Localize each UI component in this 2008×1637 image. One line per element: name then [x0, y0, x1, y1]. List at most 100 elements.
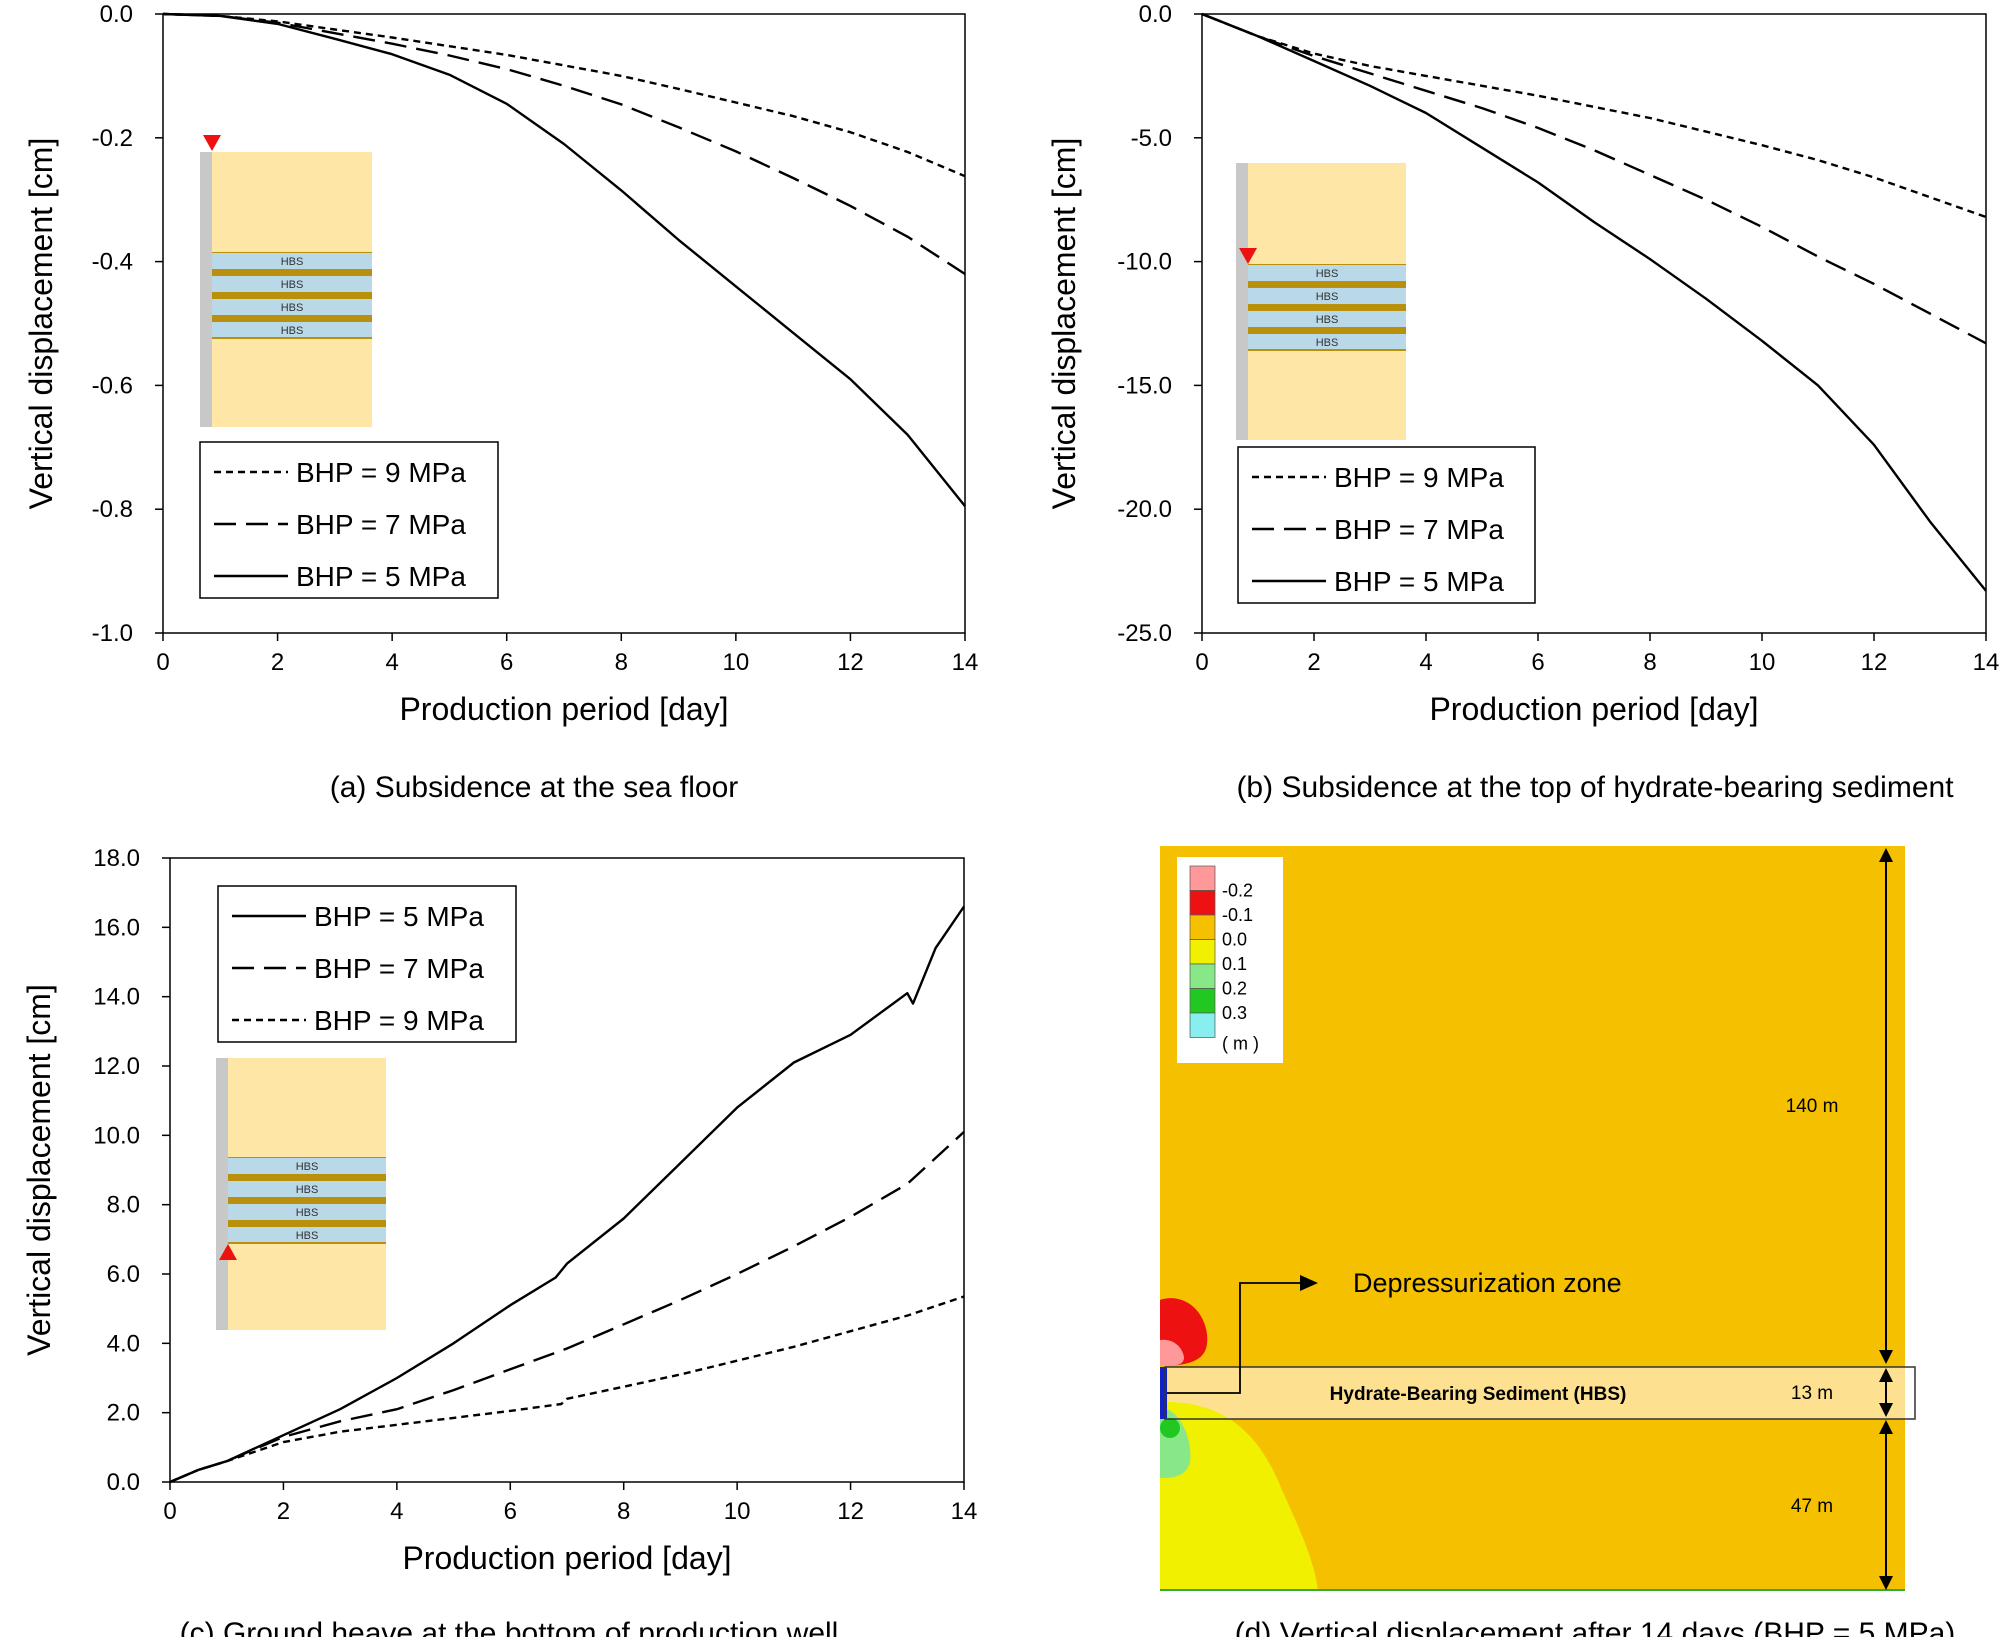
- colorbar-label: 0.3: [1222, 1003, 1247, 1023]
- x-tick-label: 14: [952, 649, 979, 676]
- y-tick-label: 12.0: [93, 1053, 140, 1080]
- inset-hbs-layer: [212, 322, 372, 338]
- inset-hbs-layer: [228, 1227, 386, 1243]
- inset-hbs-layer: [228, 1181, 386, 1197]
- contour-heave-yellow: [1160, 1401, 1318, 1590]
- dim-arrow-bottom-head: [1879, 1420, 1893, 1434]
- contour-background: [1160, 846, 1905, 1590]
- series-line-solid: [162, 12, 966, 507]
- legend-entry: BHP = 7 MPa: [1334, 514, 1504, 545]
- colorbar-swatch: [1189, 865, 1216, 891]
- y-tick-label: 14.0: [93, 984, 140, 1011]
- dim-label-top: 140 m: [1786, 1096, 1839, 1117]
- plot-frame: [162, 13, 966, 634]
- dim-arrow-top-head: [1879, 848, 1893, 862]
- legend-entry: BHP = 5 MPa: [296, 561, 466, 592]
- inset-hbs-layer: [212, 276, 372, 292]
- inset-hbs-band: [1248, 304, 1406, 311]
- x-axis-label: Production period [day]: [1429, 691, 1758, 727]
- inset-well: [200, 152, 212, 427]
- inset-hbs-label: HBS: [296, 1230, 319, 1242]
- chart-a: 0 2 4 6 8 10 12 14 0.0 -0.2 -0.4 -0.6 -0.8 -1.0 Produc…: [23, 1, 978, 804]
- y-tick-label: 0.0: [1139, 1, 1172, 28]
- legend-entry: BHP = 9 MPa: [296, 457, 466, 488]
- series-line-solid: [169, 905, 965, 1484]
- inset-hbs-label: HBS: [1316, 314, 1339, 326]
- y-tick-label: -0.4: [92, 249, 133, 276]
- x-tick-label: 0: [163, 1498, 176, 1525]
- zone-label: Depressurization zone: [1353, 1268, 1622, 1298]
- y-tick-label: -20.0: [1117, 496, 1172, 523]
- x-tick-label: 0: [156, 649, 169, 676]
- x-tick-label: 4: [1419, 649, 1432, 676]
- y-tick-label: -1.0: [92, 620, 133, 647]
- legend-box: [199, 441, 499, 599]
- colorbar-swatch: [1189, 963, 1216, 989]
- x-tick-label: 12: [1861, 649, 1888, 676]
- colorbar-label: 0.0: [1222, 930, 1247, 950]
- dim-arrow-hbs-head: [1879, 1403, 1893, 1417]
- legend-entry: BHP = 5 MPa: [1334, 566, 1504, 597]
- x-tick-label: 8: [615, 649, 628, 676]
- inset-hbs-band: [1248, 327, 1406, 334]
- chart-caption: (c) Ground heave at the bottom of produc…: [180, 1617, 839, 1637]
- y-tick-label: 10.0: [93, 1122, 140, 1149]
- x-tick-label: 10: [723, 649, 750, 676]
- inset-hbs-label: HBS: [281, 279, 304, 291]
- chart-b: 0 2 4 6 8 10 12 14 0.0 -5.0 -10.0 -15.0 -20.0 -25.0 Pr…: [1046, 1, 1999, 804]
- y-tick-label: 18.0: [93, 845, 140, 872]
- dim-arrow-top-head: [1879, 1350, 1893, 1364]
- dim-arrow-bottom-head: [1879, 1576, 1893, 1590]
- inset-hbs-band: [212, 292, 372, 299]
- inset-hbs-label: HBS: [1316, 291, 1339, 303]
- colorbar-swatch: [1189, 988, 1216, 1014]
- chart-d: -0.2 -0.1 0.0 0.1 0.2 0.3 ( m ) 140 m 13 m 47 m Hy…: [1160, 846, 1955, 1637]
- y-tick-label: -15.0: [1117, 372, 1172, 399]
- colorbar-unit: ( m ): [1222, 1034, 1259, 1054]
- contour-subsidence-pink: [1160, 1339, 1184, 1366]
- colorbar-swatch: [1189, 1012, 1216, 1038]
- inset-well: [1236, 163, 1248, 440]
- colorbar-label: 0.2: [1222, 979, 1247, 999]
- inset-hbs-label: HBS: [281, 256, 304, 268]
- series-line-dotted: [169, 1295, 965, 1484]
- series-line-dashed: [169, 1131, 965, 1484]
- hbs-label: Hydrate-Bearing Sediment (HBS): [1330, 1384, 1627, 1405]
- legend-entry: BHP = 7 MPa: [314, 953, 484, 984]
- zone-leader-arrowhead: [1300, 1275, 1318, 1291]
- y-tick-label: 0.0: [107, 1469, 140, 1496]
- inset-hbs-band: [1248, 281, 1406, 288]
- x-tick-label: 14: [1973, 649, 2000, 676]
- x-tick-label: 14: [951, 1498, 978, 1525]
- y-tick-label: 4.0: [107, 1330, 140, 1357]
- legend-entry: BHP = 9 MPa: [1334, 462, 1504, 493]
- legend-entry: BHP = 9 MPa: [314, 1005, 484, 1036]
- legend-entry: BHP = 7 MPa: [296, 509, 466, 540]
- inset-hbs-layer: [1248, 288, 1406, 304]
- inset-hbs-label: HBS: [281, 302, 304, 314]
- inset-hbs-layer: [1248, 334, 1406, 350]
- inset-hbs-band: [212, 315, 372, 322]
- legend-box: [217, 885, 517, 1043]
- colorbar-swatch: [1189, 890, 1216, 916]
- inset-hbs-label: HBS: [1316, 268, 1339, 280]
- dim-label-bottom: 47 m: [1791, 1496, 1833, 1517]
- x-tick-label: 2: [1307, 649, 1320, 676]
- y-tick-label: -0.2: [92, 125, 133, 152]
- y-tick-label: 16.0: [93, 914, 140, 941]
- series-line-dotted: [1201, 12, 1987, 219]
- colorbar-swatch: [1189, 939, 1216, 965]
- inset-hbs-layer: [212, 253, 372, 269]
- inset-location-marker: [1239, 248, 1257, 264]
- x-tick-label: 2: [277, 1498, 290, 1525]
- y-tick-label: 0.0: [100, 1, 133, 28]
- contour-heave-green: [1160, 1418, 1180, 1438]
- plot-frame: [1201, 13, 1987, 634]
- dim-label-hbs: 13 m: [1791, 1383, 1833, 1404]
- chart-caption: (b) Subsidence at the top of hydrate-bea…: [1236, 771, 1954, 804]
- x-tick-label: 6: [1531, 649, 1544, 676]
- legend-box: [1237, 446, 1536, 604]
- chart-caption: (a) Subsidence at the sea floor: [330, 771, 739, 804]
- x-tick-label: 4: [385, 649, 398, 676]
